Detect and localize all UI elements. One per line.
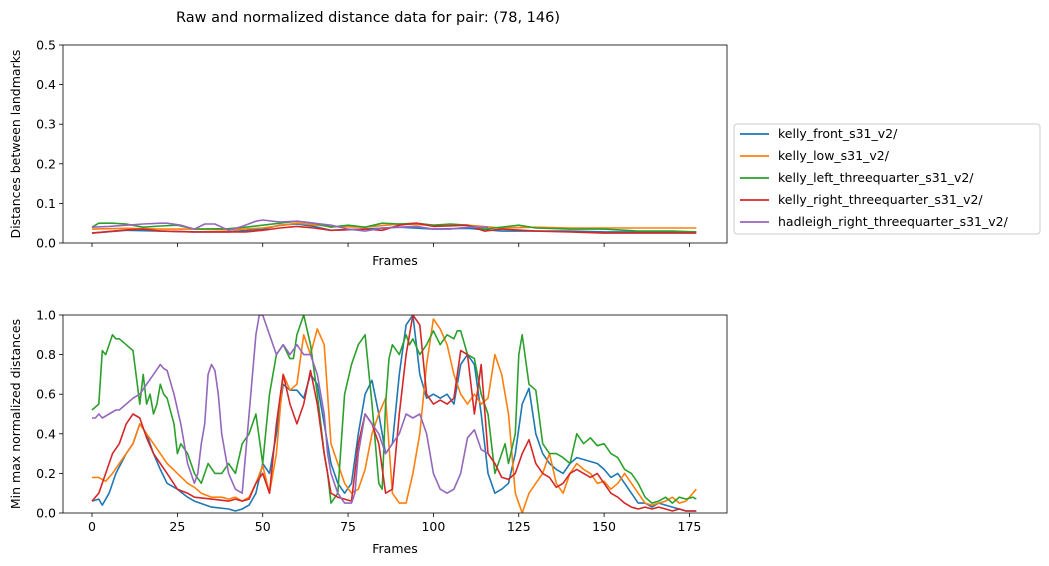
y-tick-label: 0.8: [36, 347, 56, 362]
y-tick-label: 0.6: [36, 387, 56, 402]
y-axis-label: Distances between landmarks: [8, 50, 23, 239]
series-line-3: [91, 315, 697, 504]
series-line-3: [91, 220, 697, 233]
y-tick-label: 0.2: [36, 156, 56, 171]
y-tick-label: 0.4: [36, 77, 56, 92]
legend-label: kelly_front_s31_v2/: [778, 126, 898, 141]
legend-label: hadleigh_right_threequarter_s31_v2/: [778, 214, 1009, 229]
x-axis-label: Frames: [372, 541, 417, 556]
legend-label: kelly_right_threequarter_s31_v2/: [778, 192, 983, 207]
legend-entry: kelly_front_s31_v2/: [740, 126, 898, 141]
y-tick-label: 1.0: [36, 308, 56, 323]
axes-frame: [62, 314, 728, 514]
legend-entry: kelly_low_s31_v2/: [740, 148, 890, 163]
figure-title: Raw and normalized distance data for pai…: [176, 10, 560, 26]
x-tick-label: 50: [255, 519, 271, 534]
series-line-5: [92, 315, 489, 504]
top-chart: 0.0 0.1 0.2 0.3 0.4 0.5 Frames Distances betwee…: [8, 38, 728, 268]
legend-entry: kelly_left_threequarter_s31_v2/: [740, 170, 974, 185]
series-line-1: [91, 315, 697, 512]
y-tick-label: 0.0: [36, 236, 56, 251]
legend-entry: kelly_right_threequarter_s31_v2/: [740, 192, 983, 207]
legend-entry: hadleigh_right_threequarter_s31_v2/: [740, 214, 1009, 229]
bottom-chart: 0.0 0.2 0.4 0.6 0.8 1.0 0 25 50 75 100 125 150 175 Fra…: [8, 308, 728, 556]
legend-frame: [733, 123, 1041, 235]
y-tick-label: 0.2: [36, 466, 56, 481]
x-tick-label: 100: [421, 519, 445, 534]
legend-label: kelly_low_s31_v2/: [778, 148, 890, 163]
y-tick-label: 0.0: [36, 506, 56, 521]
x-tick-label: 0: [88, 519, 96, 534]
x-tick-label: 175: [678, 519, 702, 534]
x-axis-label: Frames: [372, 253, 417, 268]
legend-label: kelly_left_threequarter_s31_v2/: [778, 170, 974, 185]
y-tick-label: 0.4: [36, 426, 56, 441]
x-tick-label: 125: [507, 519, 531, 534]
axes-frame: [62, 44, 728, 244]
x-tick-label: 25: [169, 519, 185, 534]
x-tick-label: 75: [340, 519, 356, 534]
y-tick-label: 0.5: [36, 38, 56, 53]
x-tick-label: 150: [592, 519, 616, 534]
series-line-2: [92, 318, 697, 513]
series-line-5: [91, 219, 488, 232]
series-line-4: [91, 315, 697, 512]
y-axis-label: Min max normalized distances: [8, 319, 23, 509]
legend: kelly_front_s31_v2/ kelly_low_s31_v2/ ke…: [733, 123, 1041, 235]
y-tick-label: 0.1: [36, 196, 56, 211]
y-tick-label: 0.3: [36, 117, 56, 132]
